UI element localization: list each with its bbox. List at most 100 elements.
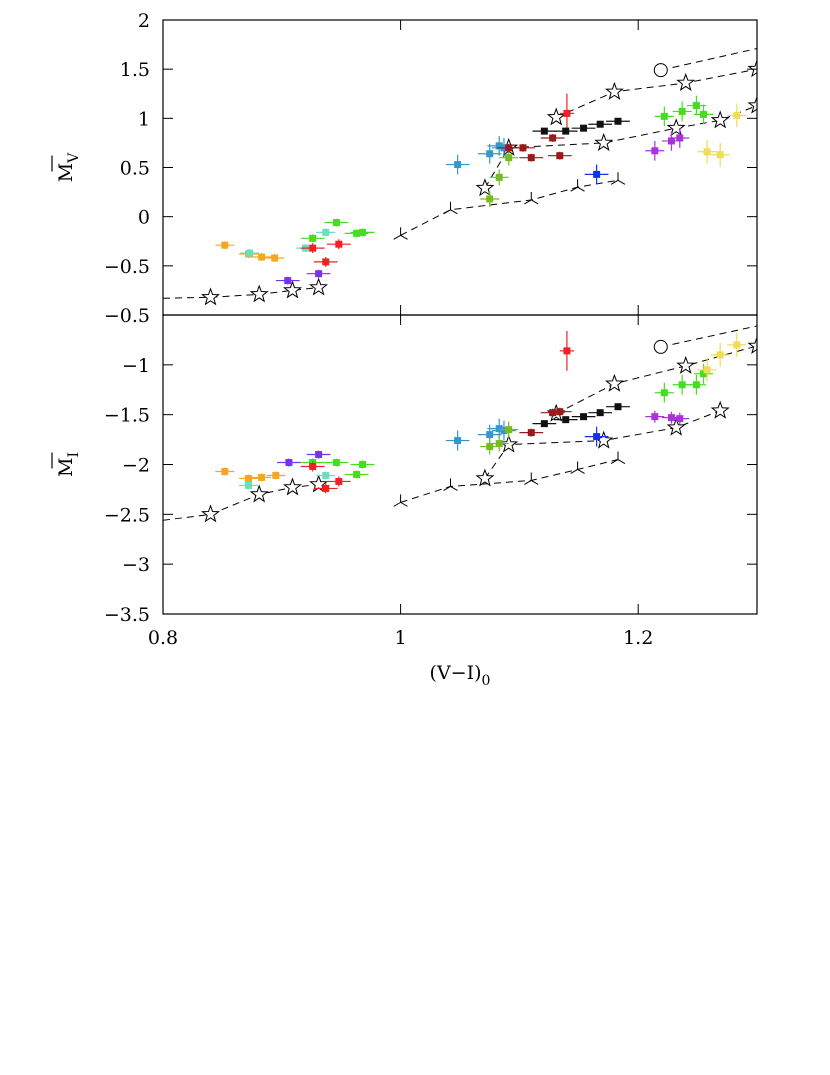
- y-tick-label: 0: [138, 207, 150, 229]
- star-marker: [747, 335, 757, 354]
- data-point: [651, 147, 659, 155]
- x-label-main: (V−I): [430, 662, 482, 684]
- data-point: [676, 134, 684, 142]
- y-label-main: M: [55, 458, 77, 477]
- data-point: [258, 253, 266, 261]
- frame: [162, 314, 758, 615]
- data-point: [332, 459, 340, 467]
- circle-marker: [653, 63, 668, 78]
- data-point: [651, 413, 659, 421]
- data-point: [284, 277, 292, 285]
- star-marker: [200, 287, 221, 306]
- data-point: [245, 474, 253, 482]
- data-point: [495, 425, 503, 433]
- x-tick-label: 1.2: [623, 627, 653, 649]
- data-point: [221, 241, 229, 249]
- star-marker: [710, 400, 730, 419]
- star-marker: [309, 277, 329, 296]
- y-tick-label: 1.5: [120, 59, 150, 81]
- data-point: [562, 127, 570, 135]
- data-point: [678, 381, 686, 389]
- data-point: [245, 481, 253, 489]
- tri-marker: [393, 494, 408, 507]
- data-point: [700, 110, 708, 118]
- data-point: [716, 151, 724, 159]
- data-point: [246, 249, 254, 257]
- data-point: [221, 467, 229, 475]
- data-point: [733, 111, 741, 119]
- star-marker: [282, 280, 303, 299]
- data-point: [495, 142, 503, 150]
- tri-marker: [570, 461, 585, 474]
- y-tick-label: −2.5: [104, 504, 150, 526]
- data-point: [335, 240, 343, 248]
- data-point: [285, 459, 293, 467]
- data-point: [322, 258, 330, 266]
- data-point: [614, 117, 622, 125]
- y-tick-label: 0.5: [120, 158, 150, 180]
- data-point: [676, 415, 684, 423]
- model-line: [400, 179, 619, 236]
- data-point: [678, 107, 686, 115]
- data-point: [272, 471, 280, 479]
- data-point: [486, 431, 494, 439]
- star-marker: [666, 118, 686, 137]
- x-label-sub: 0: [482, 673, 491, 689]
- data-point: [556, 152, 564, 160]
- tri-marker: [393, 227, 408, 240]
- star-marker: [282, 477, 303, 496]
- plot-area: [163, 325, 757, 523]
- model-line: [660, 325, 757, 348]
- tri-marker: [443, 478, 458, 491]
- data-point: [519, 144, 527, 152]
- star-marker: [676, 72, 696, 91]
- data-point: [486, 195, 494, 203]
- data-point: [556, 408, 564, 416]
- y-label-sub: V: [66, 152, 82, 164]
- data-point: [359, 461, 367, 468]
- data-point: [563, 347, 571, 355]
- y-axis-label: MI: [55, 452, 82, 477]
- data-point: [495, 440, 503, 448]
- x-tick-label: 1: [395, 627, 407, 649]
- y-axis-label: MV: [55, 152, 82, 182]
- data-point: [660, 389, 668, 397]
- data-point: [486, 443, 494, 451]
- data-point: [353, 229, 361, 237]
- data-point: [527, 429, 535, 437]
- data-point: [692, 102, 700, 110]
- data-point: [495, 173, 503, 181]
- y-tick-label: −0.5: [104, 256, 150, 278]
- data-point: [540, 420, 548, 428]
- y-tick-label: −1.5: [104, 405, 150, 427]
- star-marker: [249, 284, 269, 303]
- data-point: [596, 120, 604, 128]
- data-point: [549, 409, 557, 417]
- model-line: [163, 513, 211, 521]
- data-point: [562, 416, 570, 424]
- model-line: [210, 286, 319, 298]
- tri-marker: [524, 472, 539, 485]
- tri-marker: [524, 191, 539, 205]
- data-point: [454, 437, 462, 445]
- data-point: [703, 148, 711, 156]
- data-point: [660, 112, 668, 120]
- star-marker: [546, 107, 566, 126]
- data-point: [700, 370, 708, 378]
- data-point: [353, 470, 361, 478]
- tri-marker: [610, 172, 626, 185]
- tri-marker: [610, 451, 626, 464]
- plot-area: [163, 48, 757, 306]
- y-tick-label: −1: [122, 355, 150, 377]
- star-marker: [605, 373, 624, 392]
- data-point: [500, 427, 508, 435]
- star-marker: [200, 504, 221, 523]
- tri-marker: [570, 179, 585, 192]
- star-marker: [605, 81, 624, 100]
- data-point: [505, 426, 513, 434]
- tri-marker: [443, 201, 458, 215]
- y-tick-label: 2: [138, 10, 150, 32]
- data-point: [527, 154, 535, 162]
- data-point: [309, 244, 317, 252]
- data-point: [454, 161, 462, 169]
